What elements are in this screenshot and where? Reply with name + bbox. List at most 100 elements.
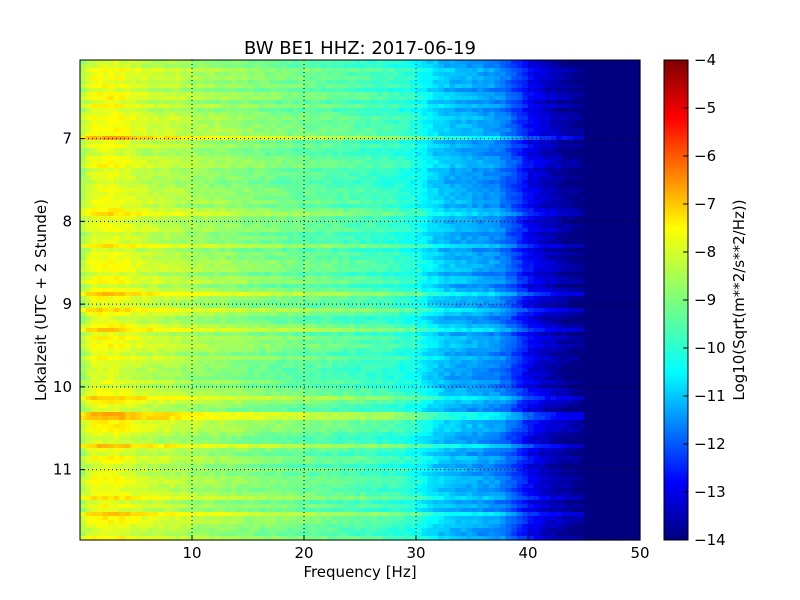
spectrogram-cell bbox=[365, 148, 372, 153]
spectrogram-cell bbox=[432, 144, 439, 149]
spectrogram-cell bbox=[371, 120, 378, 125]
spectrogram-cell bbox=[192, 176, 199, 181]
spectrogram-cell bbox=[259, 152, 266, 157]
spectrogram-cell bbox=[326, 124, 333, 129]
spectrogram-cell bbox=[147, 64, 154, 69]
spectrogram-cell bbox=[460, 160, 467, 165]
spectrogram-cell bbox=[113, 168, 120, 173]
spectrogram-cell bbox=[500, 196, 507, 201]
spectrogram-cell bbox=[292, 96, 299, 101]
spectrogram-cell bbox=[175, 164, 182, 169]
spectrogram-cell bbox=[253, 100, 260, 105]
spectrogram-cell bbox=[556, 136, 563, 141]
spectrogram-cell bbox=[259, 68, 266, 73]
spectrogram-cell bbox=[337, 108, 344, 113]
spectrogram-cell bbox=[455, 104, 462, 109]
spectrogram-cell bbox=[85, 256, 92, 261]
spectrogram-cell bbox=[91, 236, 98, 241]
spectrogram-cell bbox=[220, 84, 227, 89]
spectrogram-cell bbox=[623, 92, 630, 97]
spectrogram-cell bbox=[141, 72, 148, 77]
spectrogram-cell bbox=[533, 124, 540, 129]
spectrogram-cell bbox=[208, 128, 215, 133]
spectrogram-cell bbox=[276, 244, 283, 249]
spectrogram-cell bbox=[600, 240, 607, 245]
spectrogram-cell bbox=[354, 80, 361, 85]
spectrogram-cell bbox=[186, 208, 193, 213]
spectrogram-cell bbox=[236, 152, 243, 157]
spectrogram-cell bbox=[320, 104, 327, 109]
spectrogram-cell bbox=[225, 224, 232, 229]
spectrogram-cell bbox=[567, 84, 574, 89]
spectrogram-cell bbox=[556, 76, 563, 81]
spectrogram-cell bbox=[91, 184, 98, 189]
spectrogram-cell bbox=[281, 160, 288, 165]
spectrogram-cell bbox=[225, 144, 232, 149]
spectrogram-cell bbox=[561, 204, 568, 209]
spectrogram-cell bbox=[455, 84, 462, 89]
spectrogram-cell bbox=[309, 140, 316, 145]
spectrogram-cell bbox=[203, 100, 210, 105]
spectrogram-cell bbox=[600, 76, 607, 81]
spectrogram-cell bbox=[242, 232, 249, 237]
spectrogram-cell bbox=[292, 132, 299, 137]
spectrogram-cell bbox=[270, 160, 277, 165]
spectrogram-cell bbox=[561, 132, 568, 137]
spectrogram-cell bbox=[600, 96, 607, 101]
spectrogram-cell bbox=[102, 76, 109, 81]
spectrogram-cell bbox=[567, 192, 574, 197]
spectrogram-cell bbox=[393, 224, 400, 229]
spectrogram-cell bbox=[309, 88, 316, 93]
spectrogram-cell bbox=[589, 248, 596, 253]
spectrogram-cell bbox=[108, 184, 115, 189]
spectrogram-cell bbox=[612, 208, 619, 213]
spectrogram-cell bbox=[287, 60, 294, 65]
spectrogram-cell bbox=[623, 204, 630, 209]
spectrogram-cell bbox=[343, 148, 350, 153]
spectrogram-cell bbox=[332, 80, 339, 85]
spectrogram-cell bbox=[556, 192, 563, 197]
spectrogram-cell bbox=[623, 168, 630, 173]
spectrogram-cell bbox=[270, 252, 277, 257]
spectrogram-cell bbox=[186, 192, 193, 197]
spectrogram-cell bbox=[203, 80, 210, 85]
spectrogram-cell bbox=[136, 92, 143, 97]
spectrogram-cell bbox=[488, 88, 495, 93]
spectrogram-cell bbox=[147, 188, 154, 193]
spectrogram-cell bbox=[371, 204, 378, 209]
spectrogram-cell bbox=[180, 76, 187, 81]
spectrogram-cell bbox=[494, 92, 501, 97]
spectrogram-cell bbox=[466, 64, 473, 69]
spectrogram-cell bbox=[584, 80, 591, 85]
spectrogram-cell bbox=[634, 248, 641, 253]
spectrogram-cell bbox=[253, 120, 260, 125]
spectrogram-cell bbox=[393, 124, 400, 129]
spectrogram-cell bbox=[533, 216, 540, 221]
spectrogram-cell bbox=[438, 160, 445, 165]
spectrogram-cell bbox=[500, 92, 507, 97]
spectrogram-cell bbox=[186, 252, 193, 257]
spectrogram-cell bbox=[203, 156, 210, 161]
spectrogram-cell bbox=[634, 252, 641, 257]
spectrogram-cell bbox=[175, 148, 182, 153]
spectrogram-cell bbox=[292, 212, 299, 217]
spectrogram-cell bbox=[410, 188, 417, 193]
spectrogram-cell bbox=[539, 200, 546, 205]
spectrogram-cell bbox=[410, 220, 417, 225]
spectrogram-cell bbox=[332, 112, 339, 117]
spectrogram-cell bbox=[136, 76, 143, 81]
spectrogram-cell bbox=[505, 228, 512, 233]
spectrogram-cell bbox=[96, 88, 103, 93]
spectrogram-cell bbox=[332, 148, 339, 153]
spectrogram-cell bbox=[477, 108, 484, 113]
spectrogram-cell bbox=[600, 180, 607, 185]
spectrogram-cell bbox=[175, 252, 182, 257]
spectrogram-cell bbox=[572, 76, 579, 81]
spectrogram-cell bbox=[292, 128, 299, 133]
spectrogram-cell bbox=[393, 84, 400, 89]
spectrogram-cell bbox=[606, 84, 613, 89]
spectrogram-cell bbox=[124, 72, 131, 77]
spectrogram-cell bbox=[544, 252, 551, 257]
spectrogram-cell bbox=[556, 92, 563, 97]
spectrogram-cell bbox=[388, 196, 395, 201]
